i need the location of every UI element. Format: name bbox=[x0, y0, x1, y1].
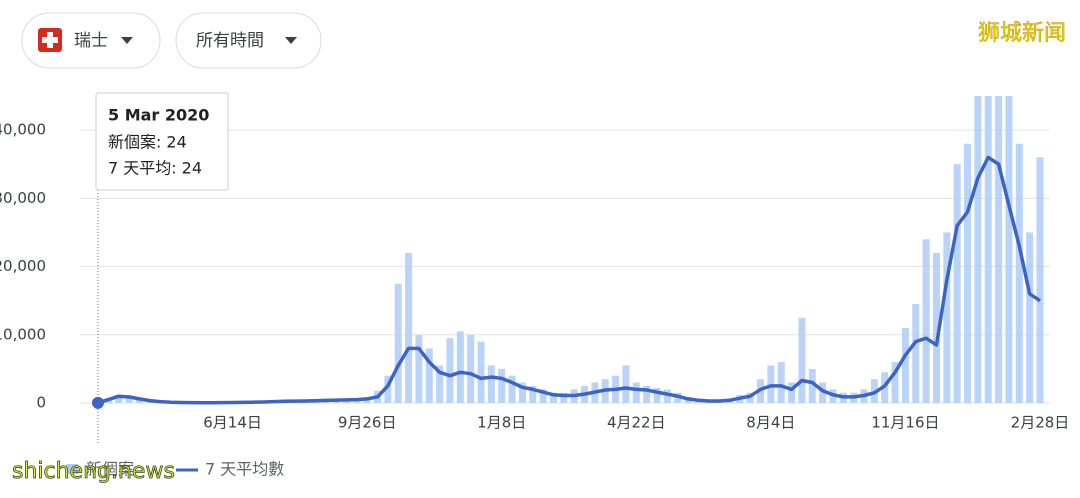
bar bbox=[478, 342, 485, 403]
x-tick-label: 8月4日 bbox=[746, 414, 795, 432]
legend-label: 7 天平均數 bbox=[205, 460, 284, 479]
plot-area: 0 10,000 20,000 30,000 40,000 6月14日 9月26日 1月8日 4… bbox=[0, 93, 1069, 445]
bar bbox=[467, 335, 474, 403]
bar bbox=[902, 328, 909, 403]
x-tick-label: 6月14日 bbox=[203, 414, 262, 432]
bar bbox=[1005, 96, 1012, 403]
bar bbox=[395, 284, 402, 403]
watermark: shicheng.news bbox=[12, 459, 175, 484]
bar bbox=[633, 383, 640, 403]
tooltip-value: 24 bbox=[166, 133, 186, 152]
bar bbox=[964, 144, 971, 403]
tooltip-label: 7 天平均: bbox=[108, 159, 177, 178]
bar bbox=[798, 318, 805, 403]
tooltip-value: 24 bbox=[182, 159, 202, 178]
bar bbox=[498, 369, 505, 403]
y-tick-label: 30,000 bbox=[0, 189, 46, 207]
bar bbox=[415, 335, 422, 403]
x-tick-label: 9月26日 bbox=[338, 414, 397, 432]
period-label[interactable]: 所有時間 bbox=[196, 31, 264, 51]
y-tick-label: 0 bbox=[36, 394, 46, 412]
x-tick-label: 2月28日 bbox=[1011, 414, 1070, 432]
watermark: 狮城新闻 bbox=[978, 21, 1066, 46]
tooltip-title: 5 Mar 2020 bbox=[108, 106, 209, 125]
bar bbox=[488, 365, 495, 403]
bar bbox=[446, 338, 453, 403]
bar bbox=[405, 253, 412, 403]
bar bbox=[954, 164, 961, 403]
bar bbox=[974, 96, 981, 403]
y-tick-label: 20,000 bbox=[0, 257, 46, 275]
hover-dot bbox=[92, 397, 104, 409]
bar bbox=[778, 362, 785, 403]
bar bbox=[1026, 232, 1033, 403]
avg-line bbox=[98, 157, 1040, 402]
bar bbox=[912, 304, 919, 403]
tooltip-label: 新個案: bbox=[108, 133, 161, 152]
x-tick-label: 4月22日 bbox=[607, 414, 666, 432]
flag-cross bbox=[42, 37, 58, 43]
bar bbox=[995, 96, 1002, 403]
y-tick-label: 10,000 bbox=[0, 325, 46, 343]
bar bbox=[985, 96, 992, 403]
bar bbox=[1037, 157, 1044, 403]
x-tick-label: 11月16日 bbox=[871, 414, 939, 432]
bar bbox=[1016, 144, 1023, 403]
region-label[interactable]: 瑞士 bbox=[74, 31, 108, 51]
y-tick-label: 40,000 bbox=[0, 121, 46, 139]
bar bbox=[923, 239, 930, 403]
x-tick-label: 1月8日 bbox=[477, 414, 526, 432]
region-dropdown[interactable]: 瑞士 bbox=[22, 13, 160, 68]
period-dropdown[interactable]: 所有時間 bbox=[176, 13, 321, 68]
bar bbox=[457, 331, 464, 403]
bar bbox=[622, 365, 629, 403]
